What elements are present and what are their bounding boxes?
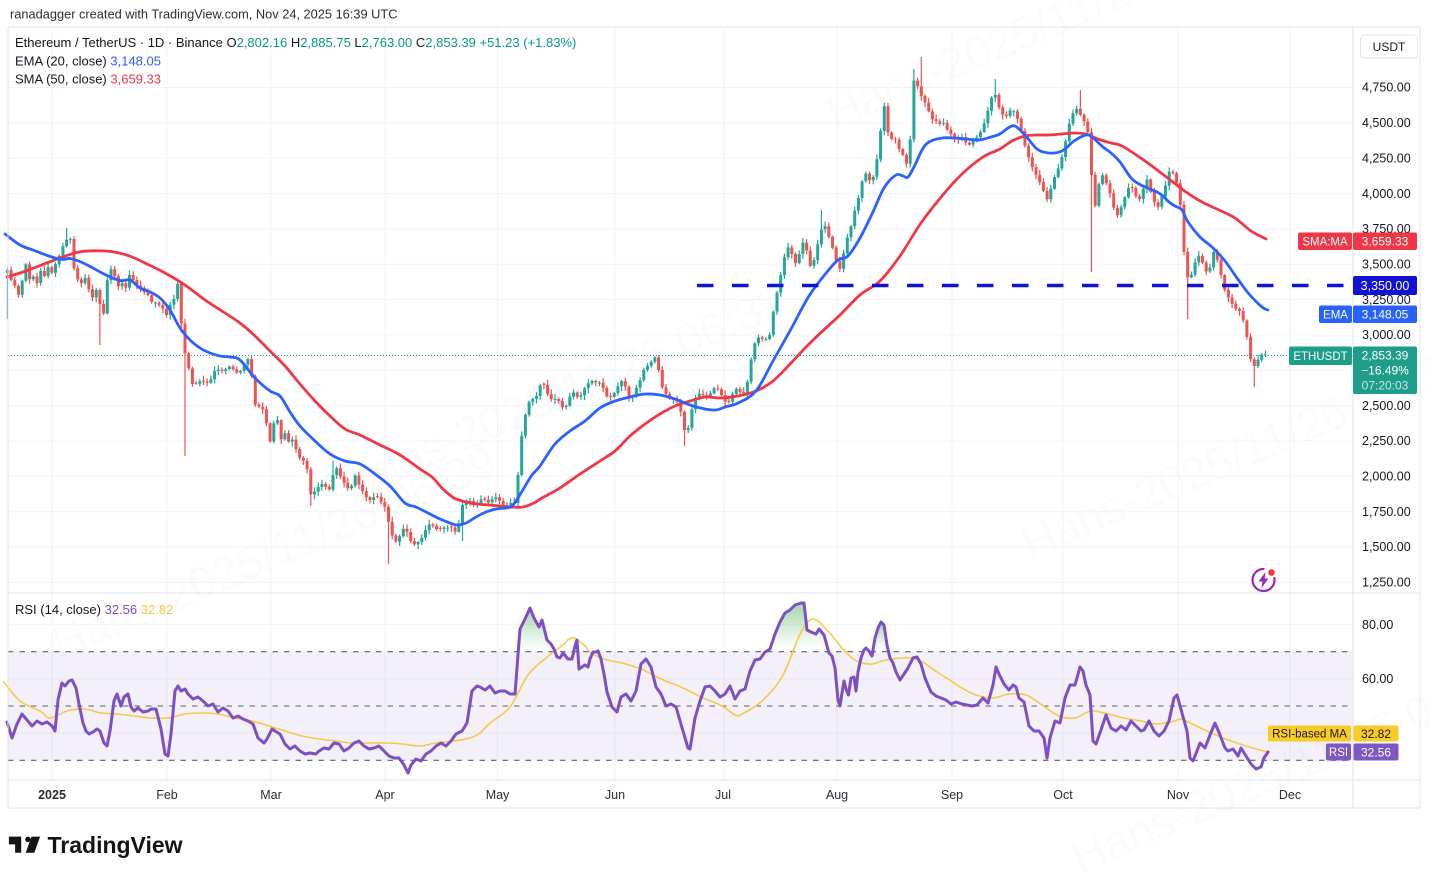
svg-text:4,000.00: 4,000.00	[1362, 187, 1411, 201]
svg-text:Apr: Apr	[375, 788, 394, 802]
svg-text:EMA: EMA	[1323, 309, 1348, 321]
svg-text:TradingView: TradingView	[48, 832, 183, 858]
svg-text:RSI (14, close) 32.56 32.82: RSI (14, close) 32.56 32.82	[15, 602, 173, 617]
svg-text:ranadagger created with Tradin: ranadagger created with TradingView.com,…	[10, 7, 397, 22]
svg-text:3,000.00: 3,000.00	[1362, 328, 1411, 342]
svg-text:3,250.00: 3,250.00	[1362, 293, 1411, 307]
svg-text:Jun: Jun	[605, 788, 625, 802]
svg-text:07:20:03: 07:20:03	[1362, 379, 1409, 393]
svg-text:3,659.33: 3,659.33	[1362, 235, 1409, 249]
svg-text:4,500.00: 4,500.00	[1362, 116, 1411, 130]
svg-text:ETHUSDT: ETHUSDT	[1293, 351, 1347, 363]
svg-text:Jul: Jul	[715, 788, 731, 802]
svg-text:EMA (20, close) 3,148.05: EMA (20, close) 3,148.05	[15, 54, 161, 69]
svg-text:60.00: 60.00	[1362, 672, 1393, 686]
svg-text:−16.49%: −16.49%	[1361, 364, 1409, 378]
svg-text:May: May	[486, 788, 510, 802]
svg-text:1,500.00: 1,500.00	[1362, 540, 1411, 554]
svg-text:2,853.39: 2,853.39	[1362, 349, 1409, 363]
svg-text:Nov: Nov	[1167, 788, 1190, 802]
svg-text:1,750.00: 1,750.00	[1362, 505, 1411, 519]
svg-text:3,350.00: 3,350.00	[1361, 279, 1410, 293]
svg-text:Oct: Oct	[1053, 788, 1073, 802]
svg-text:Dec: Dec	[1279, 788, 1301, 802]
svg-text:SMA:MA: SMA:MA	[1302, 236, 1348, 248]
svg-text:Aug: Aug	[826, 788, 848, 802]
svg-text:1,250.00: 1,250.00	[1362, 576, 1411, 590]
svg-text:32.82: 32.82	[1361, 727, 1391, 741]
svg-text:2,000.00: 2,000.00	[1362, 470, 1411, 484]
svg-text:3,148.05: 3,148.05	[1362, 308, 1409, 322]
svg-text:3,500.00: 3,500.00	[1362, 257, 1411, 271]
svg-text:RSI-based MA: RSI-based MA	[1272, 729, 1347, 741]
svg-text:Mar: Mar	[260, 788, 282, 802]
svg-text:2025: 2025	[38, 788, 66, 802]
svg-text:2,250.00: 2,250.00	[1362, 434, 1411, 448]
svg-text:Sep: Sep	[941, 788, 963, 802]
svg-text:USDT: USDT	[1373, 40, 1406, 54]
svg-text:SMA (50, close) 3,659.33: SMA (50, close) 3,659.33	[15, 72, 161, 87]
svg-text:4,250.00: 4,250.00	[1362, 151, 1411, 165]
svg-text:2,500.00: 2,500.00	[1362, 399, 1411, 413]
svg-text:Feb: Feb	[156, 788, 178, 802]
svg-text:80.00: 80.00	[1362, 618, 1393, 632]
svg-text:RSI: RSI	[1329, 747, 1348, 759]
svg-text:4,750.00: 4,750.00	[1362, 81, 1411, 95]
svg-text:Ethereum / TetherUS · 1D · Bin: Ethereum / TetherUS · 1D · Binance O2,80…	[15, 35, 576, 50]
svg-text:32.56: 32.56	[1361, 745, 1391, 759]
